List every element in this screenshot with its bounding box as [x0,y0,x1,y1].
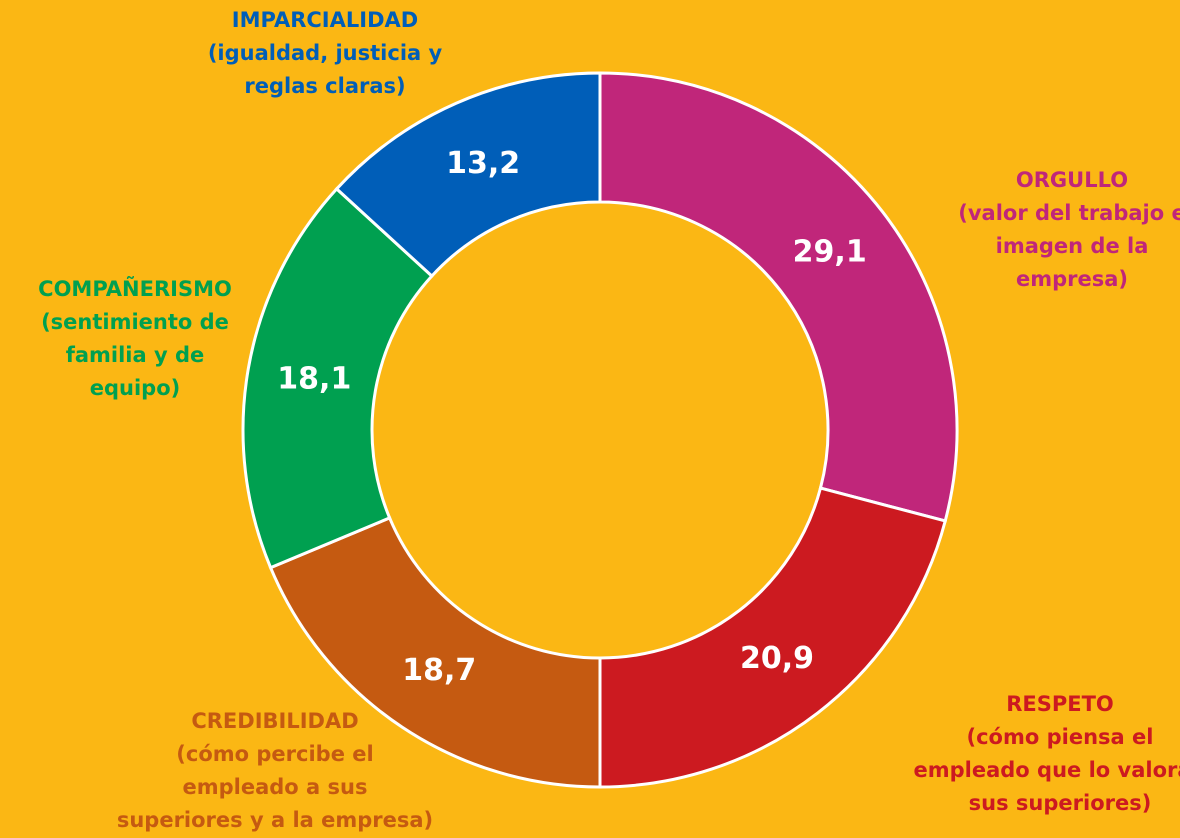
donut-segment [598,486,948,789]
category-label: RESPETO [1006,692,1114,716]
value-label: 13,2 [446,146,520,181]
donut-segment [334,71,602,279]
category-description: (cómo piensa el [967,725,1154,749]
category-description: reglas claras) [244,74,405,98]
category-description: sus superiores) [969,791,1152,815]
category-label: COMPAÑERISMO [38,276,232,301]
category-description: (igualdad, justicia y [208,41,443,65]
value-label: 20,9 [740,641,814,676]
category-description: familia y de [66,343,205,367]
category-description: empresa) [1016,267,1128,291]
donut-segment [241,186,434,570]
category-description: (cómo percibe el [176,742,373,766]
value-label: 18,1 [277,362,351,397]
category-label: ORGULLO [1016,168,1128,192]
category-description: empleado a sus [183,775,368,799]
category-description: imagen de la [996,234,1149,258]
value-label: 29,1 [793,234,867,269]
category-label: IMPARCIALIDAD [232,8,418,32]
value-label: 18,7 [402,653,476,688]
category-description: equipo) [90,376,180,400]
category-label: CREDIBILIDAD [191,709,358,733]
donut-segment [268,515,602,789]
category-description: (valor del trabajo e [958,201,1180,225]
category-description: empleado que lo valoran [914,758,1180,782]
category-description: (sentimiento de [41,310,229,334]
category-description: superiores y a la empresa) [117,808,433,832]
donut-segment [598,71,959,523]
